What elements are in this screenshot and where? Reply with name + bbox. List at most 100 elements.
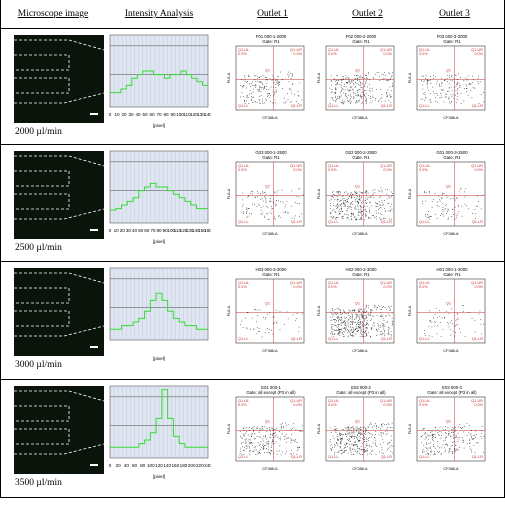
intensity-tick-label: 120 — [180, 228, 188, 233]
facs-ul-value: 0.0% — [328, 52, 337, 56]
facs-lr-label: Q1-LR — [381, 455, 392, 459]
facs-ll-label: Q1-LL — [238, 337, 249, 341]
table-rule-row2 — [0, 261, 505, 262]
intensity-tick-label: 0 — [109, 463, 112, 468]
table-rule-bottom — [0, 497, 505, 498]
facs-ylabel: FL6-A — [408, 72, 412, 83]
facs-ur-label: Q1-UR — [380, 48, 392, 52]
facs-ur-label: Q1-UR — [380, 399, 392, 403]
facs-title: E03 000-3 — [442, 385, 462, 390]
facs-xlabel: CF388-A — [262, 232, 278, 236]
facs-xlabel: CF388-A — [443, 349, 459, 353]
intensity-xlabel: [pixel] — [153, 239, 165, 244]
facs-lr-label: Q1-LR — [472, 104, 483, 108]
facs-ul-value: 0.0% — [419, 403, 428, 407]
facs-ylabel: FL6-A — [317, 188, 321, 199]
facs-ll-label: Q1-LL — [238, 455, 249, 459]
facs-plot-outlet-1: G03 000-1-2500 Gate: R1 Q1-UL 0.0% Q1-UR 0.0%… — [226, 149, 307, 241]
intensity-tick-label: 40 — [135, 112, 141, 117]
intensity-tick-label: 130 — [197, 112, 205, 117]
facs-ur-value: 0.0% — [383, 52, 392, 56]
facs-lr-label: Q1-LR — [472, 337, 483, 341]
facs-lr-label: Q1-LR — [381, 337, 392, 341]
facs-gate: Gate: R1 — [352, 155, 370, 160]
facs-xlabel: CF388-A — [262, 349, 278, 353]
facs-ur-label: Q1-UR — [290, 164, 302, 168]
facs-xlabel: CF388-A — [352, 116, 368, 120]
facs-ll-label: Q1-LL — [419, 455, 430, 459]
facs-ll-label: Q1-LL — [419, 104, 430, 108]
facs-ylabel: FL6-A — [317, 423, 321, 434]
flow-rate-label: 3500 µl/min — [15, 478, 62, 488]
facs-lr-label: Q1-LR — [472, 455, 483, 459]
intensity-tick-label: 30 — [128, 112, 134, 117]
intensity-tick-label: 30 — [126, 228, 132, 233]
intensity-tick-label: 110 — [183, 112, 191, 117]
facs-ul-value: 0.0% — [419, 52, 428, 56]
facs-ul-value: 0.0% — [328, 403, 337, 407]
facs-ylabel: FL6-A — [408, 305, 412, 316]
facs-ur-value: 0.0% — [293, 52, 302, 56]
intensity-tick-label: 120 — [155, 463, 163, 468]
intensity-xlabel: [pixel] — [153, 474, 165, 479]
microscope-image — [14, 386, 104, 474]
facs-ylabel: FL6-A — [227, 188, 231, 199]
intensity-plot: 0 20 40 60 80 100 120 140 160 180 200 220 240 [pixel] — [107, 384, 211, 484]
facs-xlabel: CF388-A — [352, 467, 368, 471]
facs-ul-label: Q1-UL — [419, 399, 430, 403]
table-rule-left — [0, 0, 1, 498]
facs-title: G02 000-2-2500 — [345, 150, 377, 155]
facs-q-label: Q1 — [355, 184, 360, 188]
intensity-tick-label: 10 — [114, 112, 120, 117]
microscope-image — [14, 151, 104, 239]
facs-gate: Gate: all except (P3 in all) — [336, 390, 386, 395]
facs-ur-value: 0.0% — [383, 168, 392, 172]
flow-rate-label: 3000 µl/min — [15, 360, 62, 370]
table-rule-row1 — [0, 144, 505, 145]
intensity-tick-label: 140 — [163, 463, 171, 468]
facs-gate: Gate: all except (P3 in all) — [427, 390, 477, 395]
facs-plot-outlet-3: F03 000-3-2000 Gate: R1 Q1-UL 0.0% Q1-UR 0.0%… — [407, 33, 488, 125]
facs-ur-value: 0.0% — [293, 168, 302, 172]
facs-lr-label: Q1-LR — [472, 220, 483, 224]
facs-xlabel: CF388-A — [443, 232, 459, 236]
facs-lr-label: Q1-LR — [291, 455, 302, 459]
intensity-tick-label: 80 — [140, 463, 146, 468]
facs-ur-label: Q1-UR — [471, 399, 483, 403]
facs-ylabel: FL6-A — [408, 188, 412, 199]
intensity-profile-line — [110, 389, 208, 448]
facs-ll-label: Q1-LL — [328, 455, 339, 459]
intensity-tick-label: 150 — [198, 228, 206, 233]
facs-ul-label: Q1-UL — [238, 281, 249, 285]
intensity-tick-label: 20 — [121, 112, 127, 117]
facs-ur-value: 0.0% — [383, 285, 392, 289]
facs-lr-label: Q1-LR — [291, 104, 302, 108]
facs-ylabel: FL6-A — [317, 305, 321, 316]
facs-ul-value: 0.0% — [238, 168, 247, 172]
facs-q-label: Q1 — [265, 419, 270, 423]
facs-ul-label: Q1-UL — [238, 399, 249, 403]
facs-ul-value: 0.0% — [328, 168, 337, 172]
facs-ul-label: Q1-UL — [328, 399, 339, 403]
facs-ll-label: Q1-LL — [328, 337, 339, 341]
intensity-tick-label: 60 — [149, 112, 155, 117]
facs-title: H01 000-1-3000 — [436, 267, 468, 272]
facs-title: H03 000-3-3000 — [255, 267, 287, 272]
facs-xlabel: CF388-A — [352, 349, 368, 353]
facs-q-label: Q1 — [265, 301, 270, 305]
intensity-tick-label: 160 — [204, 228, 211, 233]
intensity-tick-label: 140 — [192, 228, 200, 233]
facs-ul-label: Q1-UL — [419, 281, 430, 285]
intensity-tick-label: 90 — [163, 228, 169, 233]
facs-plot-outlet-3: H01 000-1-3000 Gate: R1 Q1-UL 0.0% Q1-UR 0.0%… — [407, 266, 488, 358]
intensity-xlabel: [pixel] — [153, 123, 165, 128]
facs-title: H02 000-2-3000 — [345, 267, 377, 272]
facs-plot-outlet-1: F01 000-1-2000 Gate: R1 Q1-UL 0.0% Q1-UR 0.0%… — [226, 33, 307, 125]
facs-ur-label: Q1-UR — [471, 281, 483, 285]
intensity-tick-label: 110 — [174, 228, 182, 233]
facs-lr-label: Q1-LR — [291, 337, 302, 341]
table-rule-row3 — [0, 379, 505, 380]
intensity-profile-line — [110, 182, 208, 211]
facs-ur-value: 0.0% — [474, 285, 483, 289]
